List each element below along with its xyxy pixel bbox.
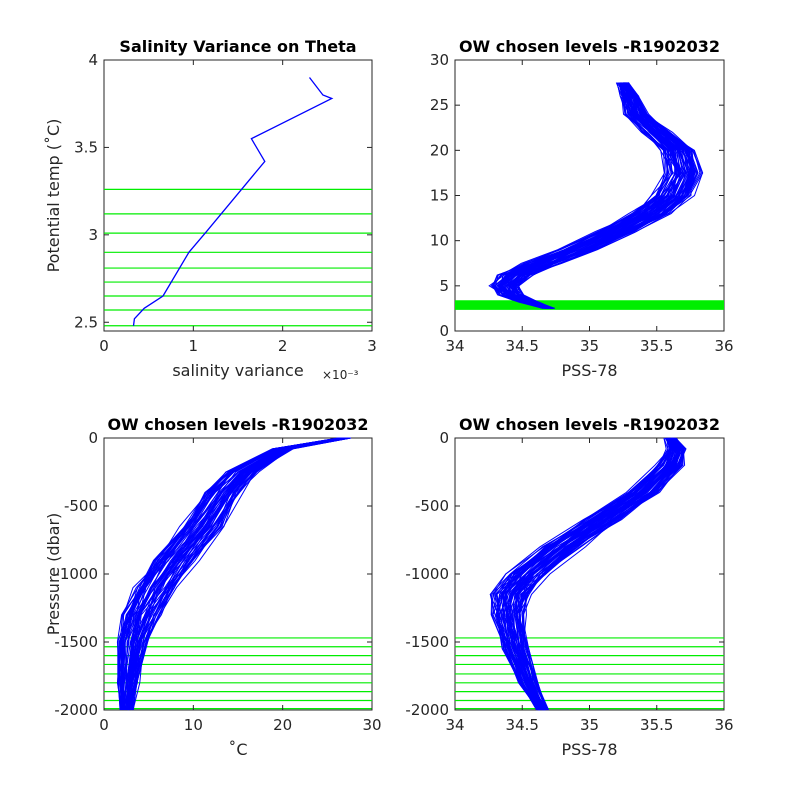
y-tick-label: -2000 bbox=[54, 701, 98, 719]
x-axis-label: PSS-78 bbox=[561, 740, 617, 759]
chart-title: Salinity Variance on Theta bbox=[119, 37, 356, 56]
series-line bbox=[132, 77, 334, 326]
x-tick-label: 35.5 bbox=[640, 716, 673, 734]
x-tick-label: 1 bbox=[189, 337, 199, 355]
x-tick-label: 36 bbox=[714, 716, 733, 734]
x-axis-label: PSS-78 bbox=[561, 361, 617, 380]
profile-line bbox=[129, 437, 349, 711]
profile-line bbox=[516, 437, 686, 711]
y-tick-label: 5 bbox=[439, 277, 449, 295]
profile-line bbox=[511, 437, 679, 711]
y-tick-label: 25 bbox=[430, 96, 449, 114]
x-axis-label: salinity variance bbox=[172, 361, 303, 380]
x-tick-label: 0 bbox=[99, 716, 109, 734]
profile-line bbox=[521, 437, 683, 711]
x-tick-label: 30 bbox=[362, 716, 381, 734]
y-tick-label: 2.5 bbox=[74, 313, 98, 331]
chart-panel-4: 34 34.5 35 35.5 36 -2000 -1500 -1000 -500 0 OW cho… bbox=[405, 415, 733, 759]
y-tick-label: 20 bbox=[430, 141, 449, 159]
chart-title: OW chosen levels -R1902032 bbox=[459, 415, 720, 434]
x-tick-label: 10 bbox=[184, 716, 203, 734]
y-tick-label: -1500 bbox=[405, 633, 449, 651]
y-tick-label: 15 bbox=[430, 187, 449, 205]
x-tick-label: 3 bbox=[367, 337, 377, 355]
y-tick-label: -2000 bbox=[405, 701, 449, 719]
chart-title: OW chosen levels -R1902032 bbox=[459, 37, 720, 56]
profile-line bbox=[496, 437, 674, 711]
profile-line bbox=[499, 82, 682, 309]
y-tick-label: 0 bbox=[88, 429, 98, 447]
chart-panel-1: 0 1 2 3 2.5 3 3.5 4 Salinity Variance on Theta sa… bbox=[44, 37, 377, 382]
x-tick-label: 35 bbox=[580, 716, 599, 734]
y-tick-label: 30 bbox=[430, 51, 449, 69]
chart-panel-2: 34 34.5 35 35.5 36 0 5 10 15 20 25 30 OW chosen leve… bbox=[430, 37, 734, 380]
y-tick-label: 3.5 bbox=[74, 138, 98, 156]
x-tick-label: 0 bbox=[99, 337, 109, 355]
y-tick-label: -500 bbox=[64, 497, 98, 515]
profile-line bbox=[491, 437, 667, 711]
y-tick-label: -1500 bbox=[54, 633, 98, 651]
profile-line bbox=[121, 437, 341, 711]
x-tick-label: 35 bbox=[580, 337, 599, 355]
profile-line bbox=[517, 82, 702, 309]
profile-line bbox=[493, 437, 669, 711]
plot-area bbox=[103, 59, 373, 332]
profile-line bbox=[130, 437, 348, 711]
profile-line bbox=[518, 437, 680, 711]
profile-line bbox=[123, 437, 343, 711]
plot-area bbox=[454, 437, 725, 711]
x-tick-label: 34.5 bbox=[506, 337, 539, 355]
x-tick-label: 34 bbox=[445, 337, 464, 355]
profile-line bbox=[492, 82, 670, 309]
x-axis-exponent: ×10⁻³ bbox=[322, 368, 359, 382]
y-tick-label: 10 bbox=[430, 232, 449, 250]
chart-title: OW chosen levels -R1902032 bbox=[107, 415, 368, 434]
x-tick-label: 34 bbox=[445, 716, 464, 734]
x-tick-label: 20 bbox=[273, 716, 292, 734]
y-tick-label: 3 bbox=[88, 226, 98, 244]
y-tick-label: -1000 bbox=[54, 565, 98, 583]
profile-line bbox=[493, 82, 671, 309]
profile-line bbox=[496, 82, 679, 309]
chart-panel-3: 0 10 20 30 -2000 -1500 -1000 -500 0 OW chosen lev… bbox=[44, 415, 382, 759]
x-tick-label: 34.5 bbox=[506, 716, 539, 734]
y-tick-label: -500 bbox=[415, 497, 449, 515]
profile-line bbox=[509, 82, 698, 309]
x-tick-label: 36 bbox=[714, 337, 733, 355]
profile-line bbox=[120, 437, 341, 711]
profile-line bbox=[124, 437, 344, 711]
profile-line bbox=[513, 82, 691, 309]
x-tick-label: 2 bbox=[278, 337, 288, 355]
y-tick-label: 4 bbox=[88, 51, 98, 69]
y-tick-label: 0 bbox=[439, 322, 449, 340]
x-axis-label: ˚C bbox=[228, 740, 247, 759]
y-axis-label: Pressure (dbar) bbox=[44, 513, 63, 636]
y-tick-label: -1000 bbox=[405, 565, 449, 583]
x-tick-label: 35.5 bbox=[640, 337, 673, 355]
profile-line bbox=[126, 437, 345, 711]
y-axis-label: Potential temp (˚C) bbox=[44, 119, 63, 273]
y-tick-label: 0 bbox=[439, 429, 449, 447]
